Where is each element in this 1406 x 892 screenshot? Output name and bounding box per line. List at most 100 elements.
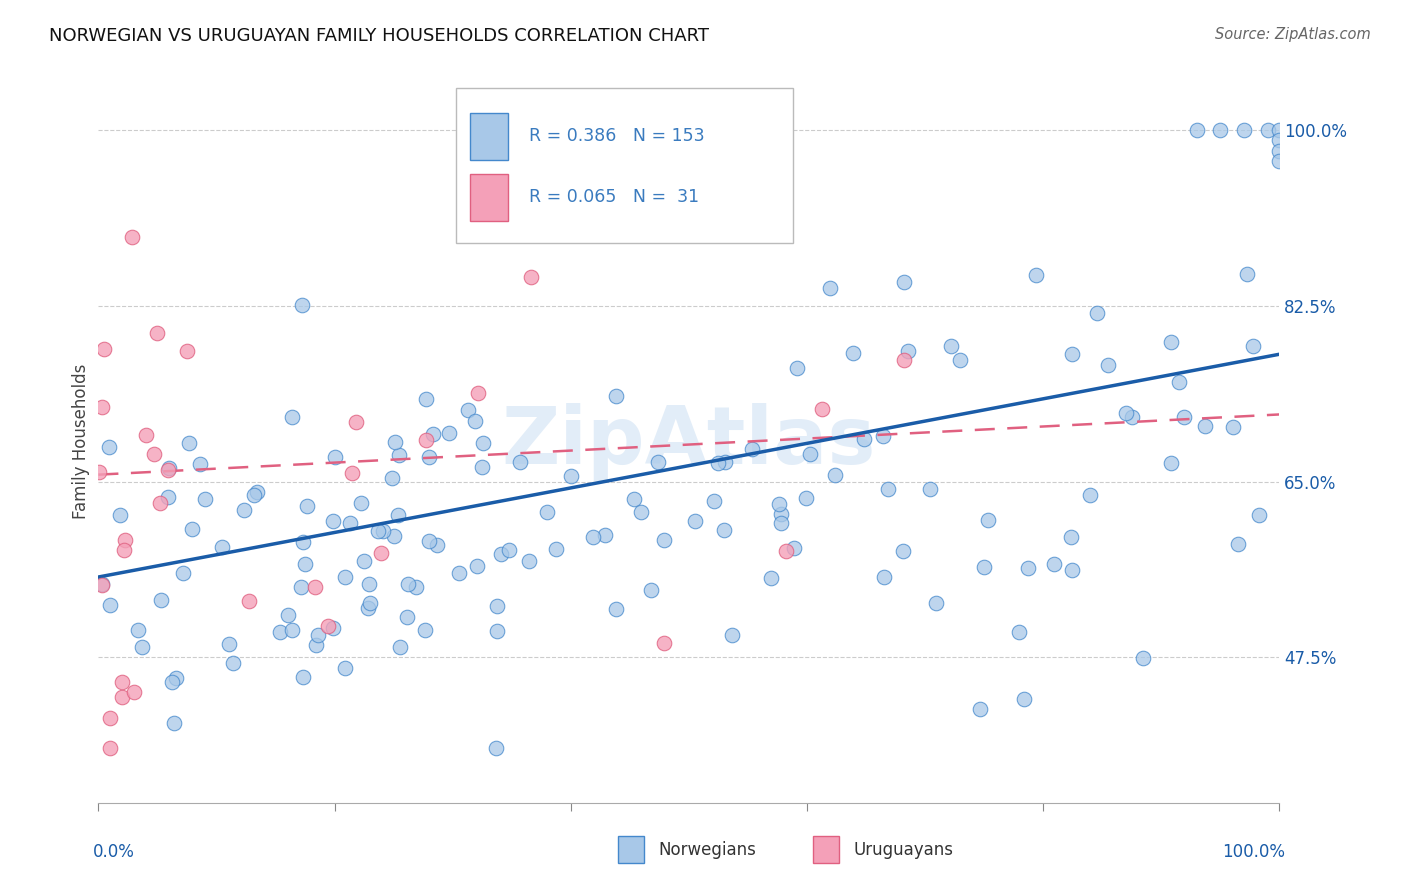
Point (114, 533, 136, 548)
Point (1222, 420, 1244, 434)
Point (142, 447, 165, 461)
Point (1241, 339, 1264, 353)
Text: Norwegians: Norwegians (658, 841, 756, 859)
Point (1268, 153, 1291, 168)
Point (396, 577, 419, 591)
Point (759, 571, 782, 585)
Point (605, 602, 627, 616)
Point (640, 582, 662, 597)
Point (357, 577, 380, 591)
Point (707, 456, 730, 470)
Point (97, 440, 120, 454)
Point (652, 635, 675, 649)
Point (281, 410, 304, 425)
Point (770, 508, 793, 522)
Point (172, 566, 194, 581)
Point (1185, 123, 1208, 137)
Point (509, 455, 531, 469)
Point (939, 338, 962, 352)
Point (1017, 561, 1039, 575)
Point (977, 513, 1000, 527)
Point (188, 457, 211, 471)
Point (111, 675, 134, 690)
Point (1097, 358, 1119, 372)
Point (148, 496, 170, 510)
Point (292, 535, 315, 549)
Point (465, 559, 488, 574)
Point (388, 448, 411, 462)
Text: 0.0%: 0.0% (93, 843, 135, 861)
Point (471, 459, 494, 474)
Point (786, 361, 808, 376)
Point (519, 554, 541, 568)
Point (371, 524, 394, 538)
Point (290, 580, 312, 594)
Point (294, 557, 316, 571)
Point (714, 454, 737, 468)
Text: R = 0.065   N =  31: R = 0.065 N = 31 (530, 188, 700, 206)
Point (949, 352, 972, 367)
Point (457, 403, 479, 417)
Point (794, 491, 817, 506)
Point (405, 580, 427, 594)
Point (891, 544, 914, 558)
Point (277, 607, 299, 622)
Point (415, 392, 437, 406)
Text: R = 0.386   N = 153: R = 0.386 N = 153 (530, 127, 706, 145)
Point (1226, 537, 1249, 551)
Point (339, 516, 361, 531)
Point (520, 269, 543, 284)
Point (647, 454, 669, 468)
Point (316, 619, 339, 633)
Point (489, 547, 512, 561)
Point (741, 442, 763, 457)
Point (630, 505, 652, 519)
Text: ZipAtlas: ZipAtlas (502, 402, 876, 481)
Point (269, 625, 291, 640)
Point (924, 596, 946, 610)
Point (180, 522, 202, 536)
Point (437, 425, 460, 440)
Text: NORWEGIAN VS URUGUAYAN FAMILY HOUSEHOLDS CORRELATION CHART: NORWEGIAN VS URUGUAYAN FAMILY HOUSEHOLDS… (49, 27, 709, 45)
Point (218, 637, 240, 651)
Point (973, 560, 995, 574)
Point (322, 621, 344, 635)
Y-axis label: Family Households: Family Households (72, 364, 90, 519)
Point (370, 546, 392, 560)
Point (818, 281, 841, 295)
Point (1209, 123, 1232, 137)
Point (853, 432, 876, 446)
Point (307, 628, 329, 642)
Point (1268, 144, 1291, 158)
Point (920, 482, 942, 496)
Point (1060, 530, 1083, 544)
Point (1236, 267, 1258, 281)
FancyBboxPatch shape (813, 836, 839, 863)
Point (595, 527, 617, 541)
Point (1257, 123, 1279, 137)
FancyBboxPatch shape (471, 112, 508, 160)
Point (1008, 624, 1031, 639)
Point (873, 570, 896, 584)
Point (897, 343, 920, 358)
Point (222, 657, 245, 671)
Point (447, 566, 470, 580)
Point (333, 569, 356, 583)
Point (1160, 335, 1182, 350)
Point (127, 623, 149, 637)
Point (238, 594, 260, 608)
Text: Source: ZipAtlas.com: Source: ZipAtlas.com (1215, 27, 1371, 42)
Point (775, 544, 797, 558)
Point (90, 578, 112, 592)
Point (381, 471, 404, 485)
Point (893, 275, 915, 289)
Point (90, 577, 112, 591)
Point (353, 554, 375, 568)
Point (305, 638, 328, 652)
Point (769, 516, 792, 530)
Point (842, 346, 865, 360)
Point (1194, 419, 1216, 434)
Point (768, 497, 790, 511)
Point (969, 702, 991, 716)
Point (1115, 405, 1137, 419)
